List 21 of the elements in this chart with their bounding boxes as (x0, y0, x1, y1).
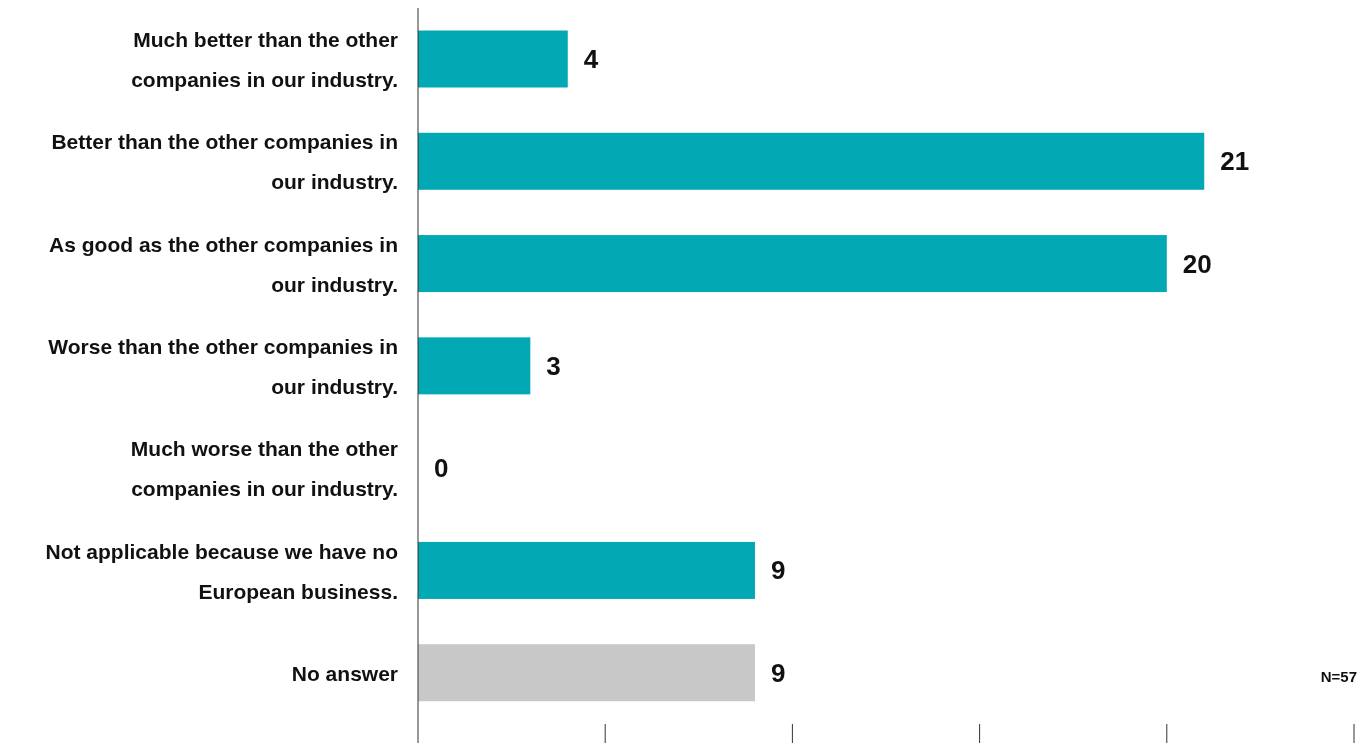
bar (418, 235, 1167, 293)
bar (418, 30, 568, 88)
data-label: 3 (546, 350, 561, 381)
y-tick-label: Worse than the other companies in our industry. (48, 334, 398, 398)
bar (418, 337, 531, 395)
data-label: 21 (1220, 146, 1250, 177)
bar (418, 541, 755, 599)
data-label: 9 (770, 555, 786, 586)
data-label: 0 (434, 453, 449, 484)
y-tick-label: No answer (291, 661, 398, 685)
data-label: 4 (583, 44, 599, 74)
y-tick-label: Better than the other companies in our industry. (51, 129, 398, 193)
y-tick-label: As good as the other companies in our industry. (49, 232, 398, 296)
data-label: 20 (1182, 248, 1212, 279)
y-tick-label: Not applicable because we have no European business. (45, 539, 398, 603)
bar (418, 644, 755, 702)
y-tick-label: Much worse than the other companies in our industry. (130, 436, 398, 500)
y-tick-label: Much better than the other companies in our industry. (131, 27, 398, 91)
data-label: 9 (770, 657, 786, 688)
bar (418, 132, 1205, 190)
annotation: N=57 (1320, 668, 1357, 685)
